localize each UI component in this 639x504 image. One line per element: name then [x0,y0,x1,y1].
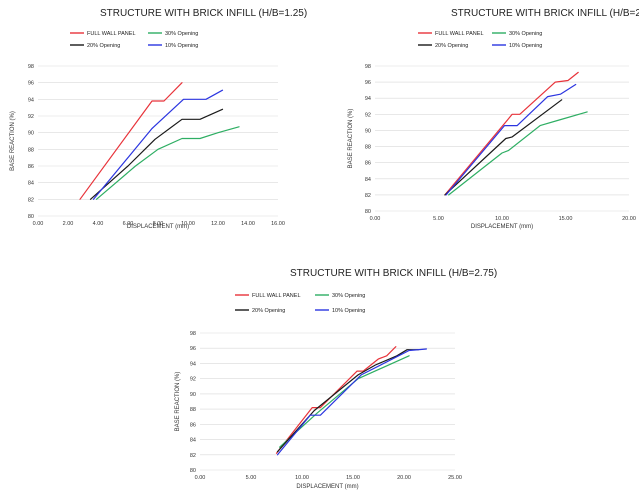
x-tick-label: 15.00 [346,475,360,481]
chart-panel-hb-2-75: STRUCTURE WITH BRICK INFILL (H/B=2.75) 80… [150,262,497,504]
x-tick-label: 10.00 [495,216,509,222]
series-line [92,89,224,200]
y-tick-label: 84 [28,181,34,187]
x-axis-label: DISPLACEMENT (mm) [471,224,533,230]
x-tick-label: 25.00 [448,475,462,481]
x-tick-label: 0.00 [33,221,44,227]
y-tick-label: 90 [365,128,371,134]
series-line [79,82,183,200]
series-line [445,83,577,196]
chart-title: STRUCTURE WITH BRICK INFILL (H/B=2.75) [290,268,497,279]
y-tick-label: 86 [365,161,371,167]
series-line [279,355,410,448]
x-tick-label: 5.00 [433,216,444,222]
y-tick-label: 88 [365,145,371,151]
x-axis-label: DISPLACEMENT (mm) [127,224,189,230]
y-tick-label: 86 [190,422,196,428]
y-tick-label: 98 [28,64,34,70]
legend-label: FULL WALL PANEL [87,31,136,37]
series-line [276,348,427,456]
y-tick-label: 98 [190,331,196,337]
legend-label: FULL WALL PANEL [435,31,484,37]
y-tick-label: 88 [190,407,196,413]
x-tick-label: 10.00 [181,221,195,227]
x-tick-label: 15.00 [559,216,573,222]
legend-label: 10% Opening [165,43,198,49]
chart-title: STRUCTURE WITH BRICK INFILL (H/B=1.25) [100,8,307,19]
x-tick-label: 20.00 [397,475,411,481]
x-tick-label: 20.00 [622,216,636,222]
x-tick-label: 2.00 [63,221,74,227]
chart-hb-2-0: STRUCTURE WITH BRICK INFILL (H/B=2.0) 80 8… [348,8,639,230]
y-tick-label: 98 [365,64,371,70]
chart-hb-2-75: STRUCTURE WITH BRICK INFILL (H/B=2.75) 80… [175,268,497,490]
chart-title: STRUCTURE WITH BRICK INFILL (H/B=2.0) [451,8,639,19]
y-tick-label: 90 [190,392,196,398]
x-tick-label: 14.00 [241,221,255,227]
legend-label: 10% Opening [509,43,542,49]
x-tick-label: 8.00 [153,221,164,227]
y-tick-label: 96 [365,80,371,86]
series-line [275,346,397,454]
y-tick-label: 94 [365,96,371,102]
y-tick-label: 88 [28,147,34,153]
x-tick-label: 4.00 [93,221,104,227]
y-tick-label: 90 [28,131,34,137]
y-tick-label: 82 [28,197,34,203]
y-tick-label: 92 [28,114,34,120]
series-line [444,71,579,196]
legend-label: 30% Opening [332,293,365,299]
legend-label: 20% Opening [87,43,120,49]
y-axis-label: BASE REACTION (%) [348,109,354,169]
x-tick-label: 0.00 [195,475,206,481]
x-tick-label: 16.00 [271,221,285,227]
chart-panel-hb-2-0: STRUCTURE WITH BRICK INFILL (H/B=2.0) 80 8… [328,0,639,240]
x-axis-label: DISPLACEMENT (mm) [296,484,358,490]
y-tick-label: 84 [365,177,371,183]
chart-panel-hb-1-25: STRUCTURE WITH BRICK INFILL (H/B=1.25) 80… [0,0,310,240]
x-tick-label: 12.00 [211,221,225,227]
chart-hb-1-25: STRUCTURE WITH BRICK INFILL (H/B=1.25) 80… [10,8,307,230]
y-tick-label: 92 [190,377,196,383]
y-tick-label: 84 [190,438,196,444]
y-axis-label: BASE REACTION (%) [175,372,181,432]
y-tick-label: 96 [190,346,196,352]
y-tick-label: 82 [190,453,196,459]
series-line [448,111,588,196]
y-tick-label: 80 [190,468,196,474]
y-tick-label: 86 [28,164,34,170]
series-line [276,349,419,453]
series-line [444,99,563,196]
x-tick-label: 5.00 [246,475,257,481]
y-tick-label: 94 [28,97,34,103]
x-tick-label: 6.00 [123,221,134,227]
y-tick-label: 92 [365,112,371,118]
series-line [89,108,224,200]
y-axis-label: BASE REACTION (%) [10,111,16,171]
legend-label: 20% Opening [435,43,468,49]
y-tick-label: 82 [365,193,371,199]
legend-label: FULL WALL PANEL [252,293,301,299]
legend-label: 30% Opening [509,31,542,37]
legend-label: 10% Opening [332,308,365,314]
y-tick-label: 80 [28,214,34,220]
legend-label: 20% Opening [252,308,285,314]
x-tick-label: 10.00 [295,475,309,481]
y-tick-label: 94 [190,361,196,367]
series-line [95,126,240,200]
x-tick-label: 0.00 [370,216,381,222]
legend-label: 30% Opening [165,31,198,37]
y-tick-label: 96 [28,81,34,87]
y-tick-label: 80 [365,209,371,215]
